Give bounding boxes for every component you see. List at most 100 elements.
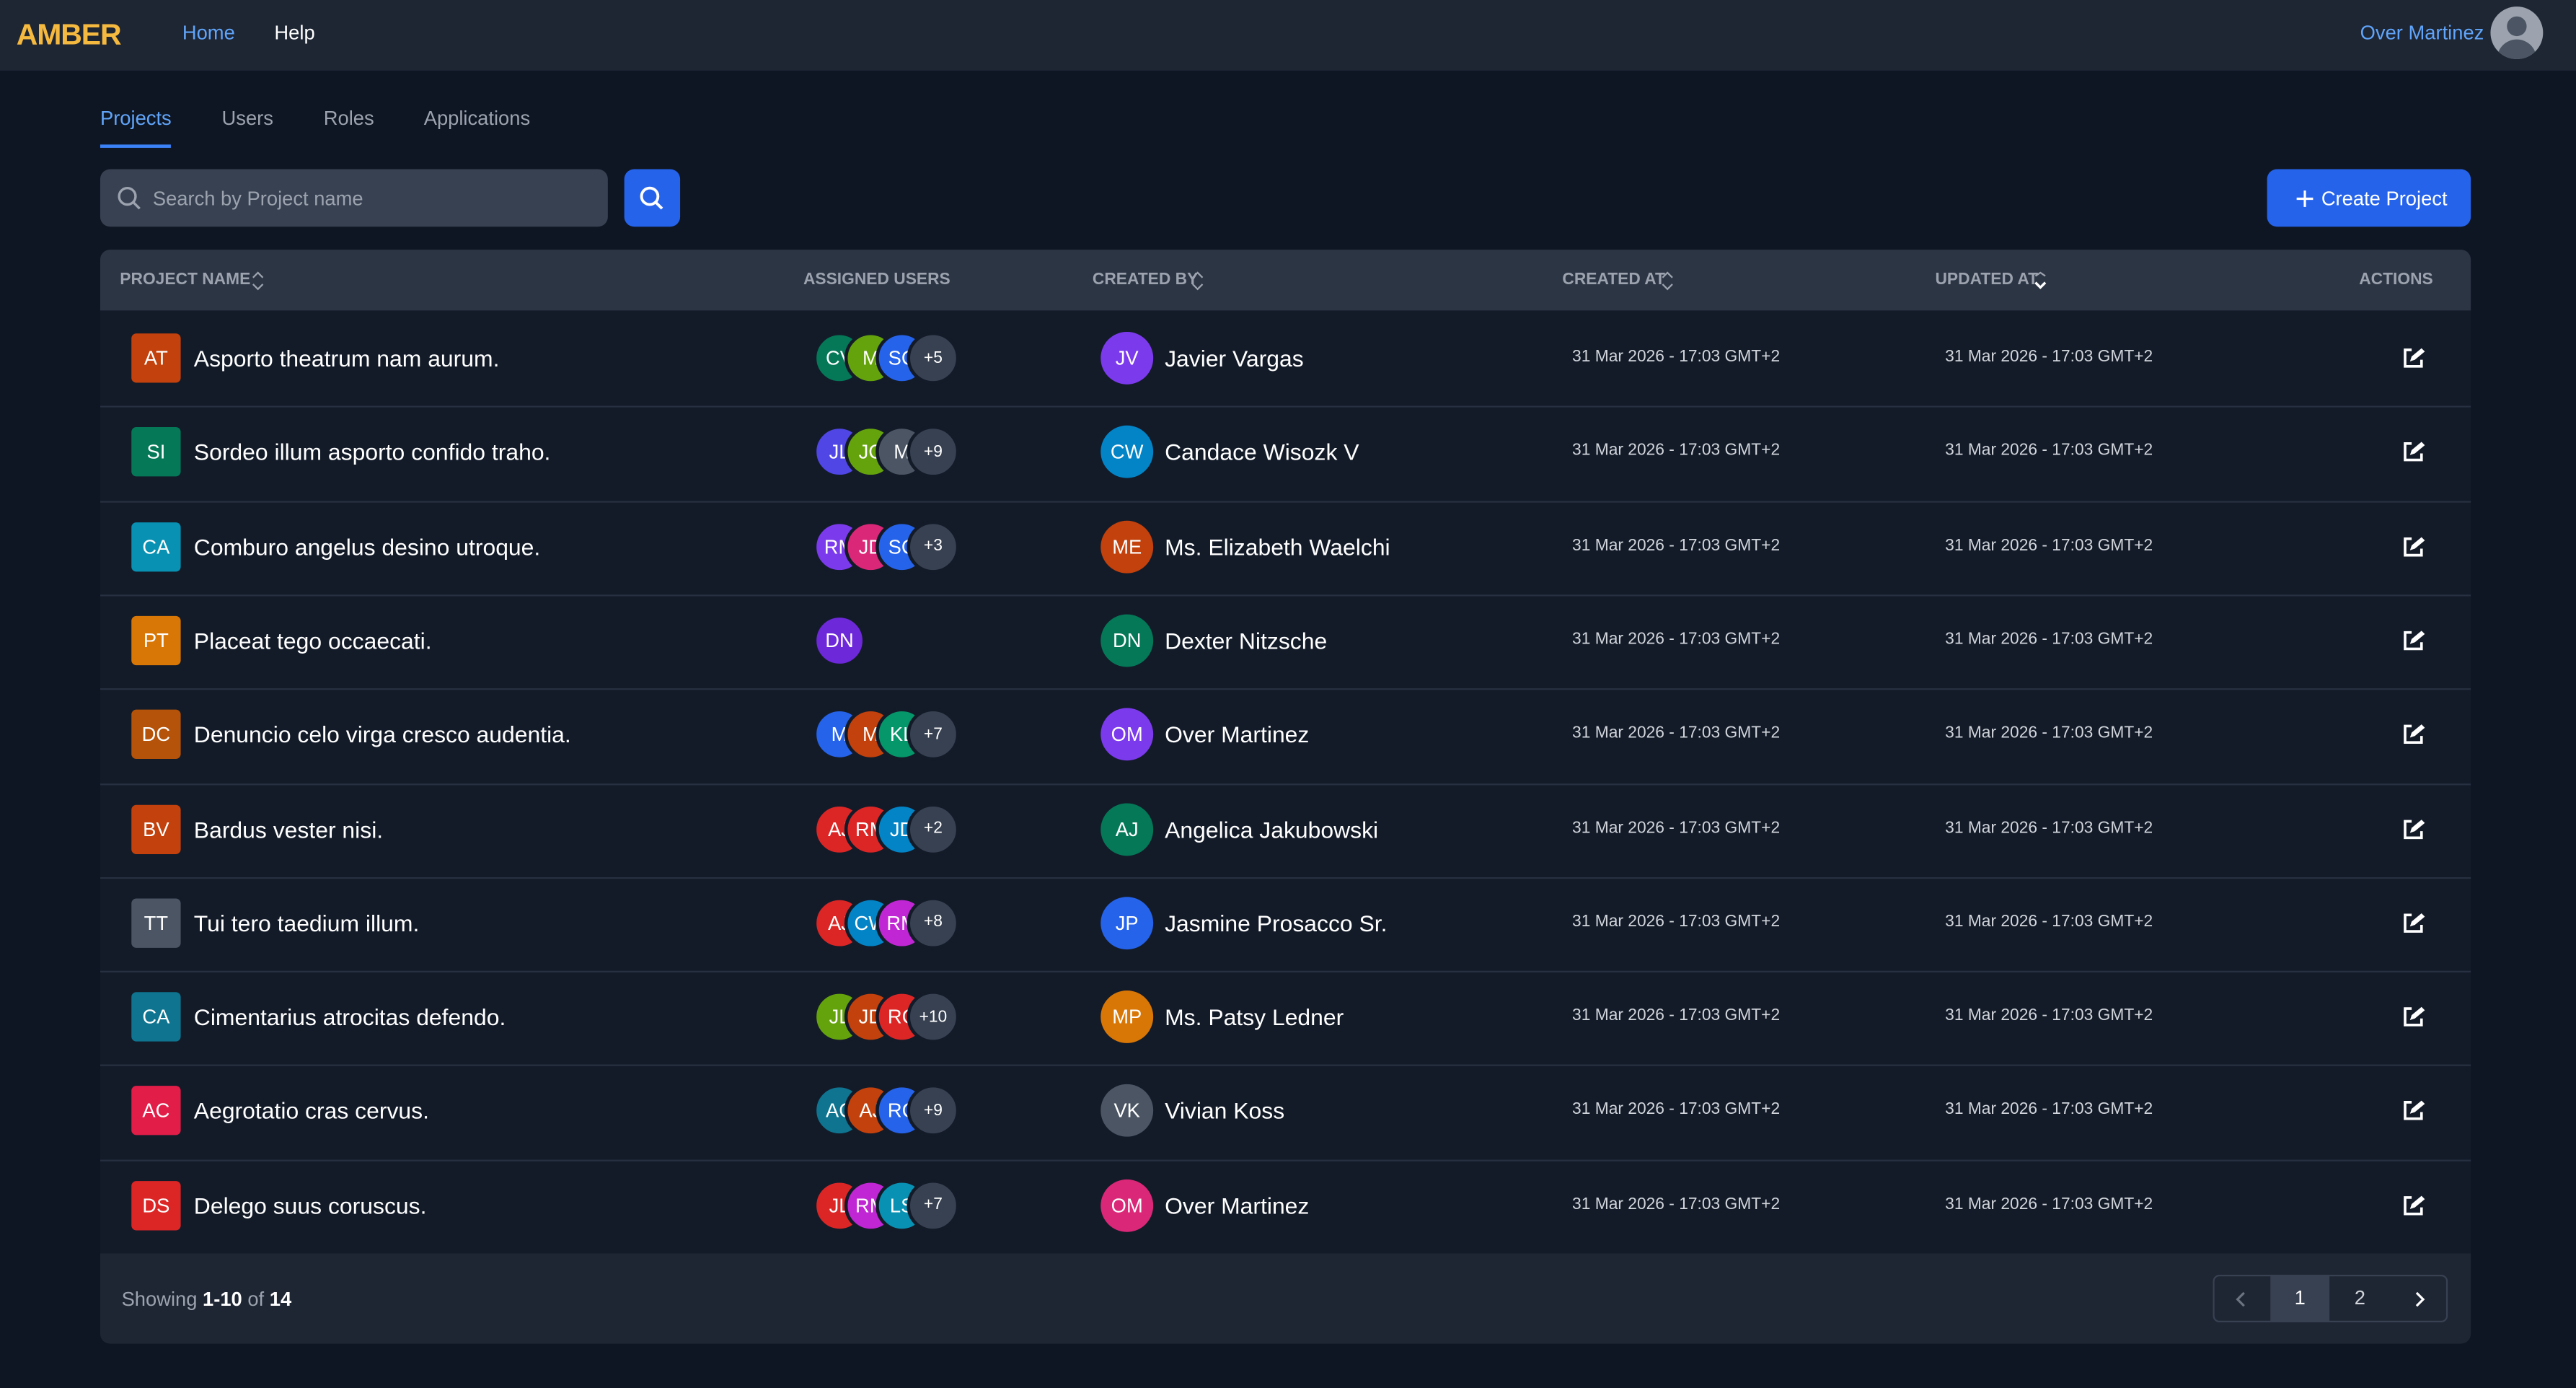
edit-button[interactable] (2401, 535, 2425, 558)
project-name[interactable]: Bardus vester nisi. (193, 815, 384, 842)
row-divider (100, 688, 2471, 690)
create-button[interactable]: Create Project (2267, 169, 2471, 227)
column-header[interactable]: CREATED BY (1092, 271, 1199, 289)
sort-icon[interactable] (1661, 269, 1674, 291)
showing-part: 1-10 (197, 1288, 242, 1312)
edit-button[interactable] (2401, 629, 2425, 652)
creator-avatar: OM (1100, 708, 1154, 761)
showing-part: of (242, 1288, 265, 1312)
search-button[interactable] (624, 169, 681, 227)
table-header (100, 250, 2471, 311)
creator-name: Dexter Nitzsche (1165, 627, 1328, 654)
created-at: 31 Mar 2026 - 17:03 GMT+2 (1572, 1195, 1781, 1213)
nav-link[interactable]: Home (182, 21, 235, 45)
search-box[interactable]: Search by Project name (100, 169, 608, 227)
edit-button[interactable] (2401, 911, 2425, 934)
project-name[interactable]: Placeat tego occaecati. (193, 627, 432, 654)
tab-underline (100, 144, 171, 148)
edit-button[interactable] (2401, 723, 2425, 746)
edit-button[interactable] (2401, 1006, 2425, 1029)
row-divider (100, 406, 2471, 408)
user-avatar[interactable] (2490, 6, 2544, 59)
project-name[interactable]: Asporto theatrum nam aurum. (193, 345, 500, 372)
project-initials: PT (131, 615, 181, 665)
creator-name: Javier Vargas (1165, 345, 1304, 372)
edit-button[interactable] (2401, 441, 2425, 464)
updated-at: 31 Mar 2026 - 17:03 GMT+2 (1945, 913, 2153, 931)
project-initials: CA (131, 992, 181, 1042)
user-name[interactable]: Over Martinez (2360, 21, 2484, 45)
project-initials: SI (131, 427, 181, 478)
creator-name: Vivian Koss (1165, 1097, 1285, 1125)
project-name[interactable]: Denuncio celo virga cresco audentia. (193, 721, 571, 748)
creator-name: Jasmine Prosacco Sr. (1165, 909, 1388, 936)
tab[interactable]: Roles (323, 107, 374, 130)
updated-at: 31 Mar 2026 - 17:03 GMT+2 (1945, 724, 2153, 743)
search-placeholder: Search by Project name (152, 187, 363, 211)
tab[interactable]: Users (221, 107, 273, 130)
created-at: 31 Mar 2026 - 17:03 GMT+2 (1572, 631, 1781, 649)
pagination (2213, 1274, 2448, 1322)
creator-name: Ms. Patsy Ledner (1165, 1003, 1344, 1030)
updated-at: 31 Mar 2026 - 17:03 GMT+2 (1945, 1007, 2153, 1026)
project-name[interactable]: Cimentarius atrocitas defendo. (193, 1003, 506, 1030)
updated-at: 31 Mar 2026 - 17:03 GMT+2 (1945, 348, 2153, 366)
tab[interactable]: Applications (423, 107, 531, 130)
edit-button[interactable] (2401, 1099, 2425, 1123)
updated-at: 31 Mar 2026 - 17:03 GMT+2 (1945, 819, 2153, 838)
edit-button[interactable] (2401, 346, 2425, 369)
showing-part: Showing (121, 1288, 198, 1312)
updated-at: 31 Mar 2026 - 17:03 GMT+2 (1945, 1195, 2153, 1213)
row-divider (100, 782, 2471, 785)
create-label: Create Project (2321, 187, 2448, 211)
project-initials: AT (131, 333, 181, 383)
project-name[interactable]: Comburo angelus desino utroque. (193, 533, 541, 560)
creator-name: Angelica Jakubowski (1165, 815, 1379, 842)
sort-icon[interactable] (252, 269, 265, 291)
more-users: +7 (907, 1179, 960, 1232)
project-name[interactable]: Tui tero taedium illum. (193, 909, 420, 936)
project-name[interactable]: Aegrotatio cras cervus. (193, 1097, 429, 1125)
more-users: +9 (907, 1084, 960, 1138)
created-at: 31 Mar 2026 - 17:03 GMT+2 (1572, 1101, 1781, 1120)
showing-text: Showing 1-10 of 14 (122, 1288, 292, 1311)
more-users: +9 (907, 426, 960, 479)
column-header[interactable]: PROJECT NAME (120, 271, 251, 289)
creator-name: Over Martinez (1165, 721, 1310, 748)
page-next[interactable] (2390, 1275, 2448, 1322)
created-at: 31 Mar 2026 - 17:03 GMT+2 (1572, 348, 1781, 366)
sort-icon[interactable] (1191, 269, 1204, 291)
page-prev[interactable] (2213, 1275, 2270, 1322)
project-initials: DC (131, 710, 181, 760)
row-divider (100, 1065, 2471, 1067)
showing-part: 14 (264, 1288, 292, 1312)
created-at: 31 Mar 2026 - 17:03 GMT+2 (1572, 819, 1781, 838)
sort-icon[interactable] (2034, 269, 2047, 289)
created-at: 31 Mar 2026 - 17:03 GMT+2 (1572, 913, 1781, 931)
more-users: +10 (907, 991, 960, 1044)
page-button[interactable]: 2 (2354, 1286, 2365, 1309)
project-name[interactable]: Sordeo illum asporto confido traho. (193, 439, 551, 466)
column-header: ASSIGNED USERS (803, 271, 950, 289)
row-divider (100, 877, 2471, 879)
page-button[interactable]: 1 (2270, 1274, 2330, 1322)
user-avatar: DN (813, 614, 866, 667)
table-footer (100, 1253, 2471, 1344)
created-at: 31 Mar 2026 - 17:03 GMT+2 (1572, 536, 1781, 555)
project-name[interactable]: Delego suus coruscus. (193, 1192, 427, 1218)
row-divider (100, 1159, 2471, 1161)
nav-link[interactable]: Help (274, 21, 315, 45)
updated-at: 31 Mar 2026 - 17:03 GMT+2 (1945, 442, 2153, 461)
tab[interactable]: Projects (100, 107, 172, 130)
creator-avatar: MP (1100, 991, 1154, 1044)
column-header[interactable]: UPDATED AT (1935, 271, 2039, 289)
edit-button[interactable] (2401, 817, 2425, 840)
creator-avatar: OM (1100, 1179, 1154, 1232)
edit-button[interactable] (2401, 1194, 2425, 1217)
more-users: +5 (907, 331, 960, 385)
more-users: +8 (907, 896, 960, 949)
column-header[interactable]: CREATED AT (1562, 271, 1665, 289)
creator-name: Over Martinez (1165, 1192, 1310, 1218)
creator-avatar: CW (1100, 426, 1154, 479)
